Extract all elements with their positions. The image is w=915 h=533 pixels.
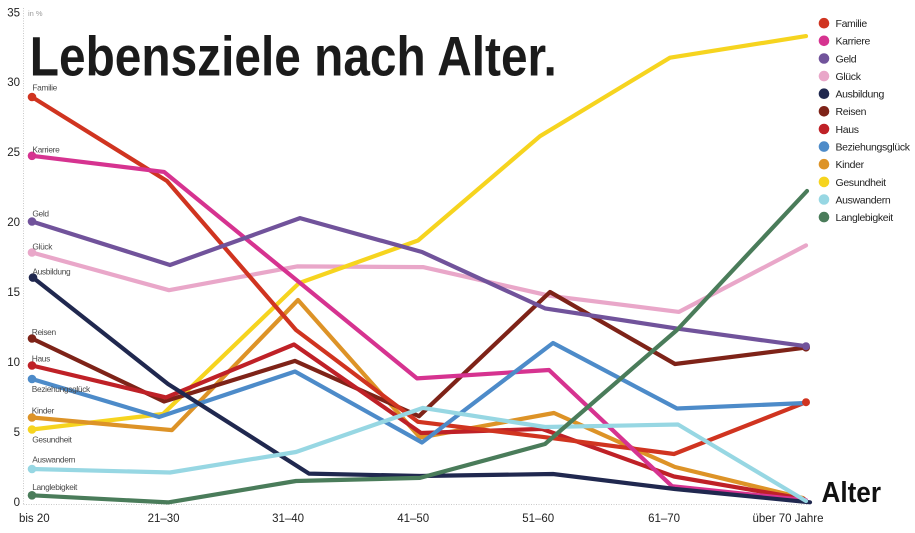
svg-text:31–40: 31–40 [272, 513, 304, 525]
svg-text:Gesundheit: Gesundheit [836, 177, 887, 189]
svg-text:bis 20: bis 20 [19, 513, 50, 525]
svg-text:Auswandern: Auswandern [32, 454, 76, 464]
svg-text:51–60: 51–60 [522, 513, 554, 525]
svg-text:Reisen: Reisen [836, 106, 867, 118]
svg-text:Glück: Glück [836, 71, 862, 83]
svg-text:Familie: Familie [836, 18, 868, 30]
svg-text:über 70 Jahre: über 70 Jahre [753, 513, 824, 525]
svg-text:Kinder: Kinder [836, 159, 865, 171]
svg-text:Auswandern: Auswandern [836, 194, 891, 206]
svg-text:25: 25 [7, 147, 20, 159]
svg-text:Beziehungsglück: Beziehungsglück [32, 384, 91, 394]
svg-text:Langlebigkeit: Langlebigkeit [32, 482, 78, 492]
svg-text:Alter: Alter [822, 477, 882, 509]
svg-text:10: 10 [7, 357, 20, 369]
svg-text:Geld: Geld [836, 53, 857, 65]
svg-text:Gesundheit: Gesundheit [32, 434, 72, 444]
svg-text:35: 35 [7, 8, 20, 20]
svg-text:61–70: 61–70 [648, 513, 680, 525]
svg-text:30: 30 [7, 77, 20, 89]
svg-text:Lebensziele nach Alter.: Lebensziele nach Alter. [30, 26, 557, 88]
svg-text:Karriere: Karriere [32, 144, 60, 154]
svg-text:Langlebigkeit: Langlebigkeit [836, 212, 894, 224]
svg-text:Geld: Geld [32, 209, 49, 219]
svg-text:21–30: 21–30 [148, 513, 180, 525]
svg-text:in %: in % [28, 9, 43, 18]
svg-text:41–50: 41–50 [397, 513, 429, 525]
svg-text:Ausbildung: Ausbildung [836, 89, 885, 101]
svg-text:Haus: Haus [32, 353, 50, 363]
svg-text:Beziehungsglück: Beziehungsglück [836, 142, 911, 154]
svg-text:0: 0 [14, 497, 20, 509]
svg-text:Kinder: Kinder [32, 406, 55, 416]
svg-text:Karriere: Karriere [836, 36, 871, 48]
svg-text:Haus: Haus [836, 124, 859, 136]
svg-text:20: 20 [7, 217, 20, 229]
svg-text:Ausbildung: Ausbildung [32, 266, 71, 276]
svg-text:Familie: Familie [32, 82, 57, 92]
svg-text:5: 5 [14, 427, 20, 439]
svg-text:Glück: Glück [32, 242, 53, 252]
svg-text:15: 15 [7, 287, 20, 299]
svg-text:Reisen: Reisen [32, 327, 57, 337]
